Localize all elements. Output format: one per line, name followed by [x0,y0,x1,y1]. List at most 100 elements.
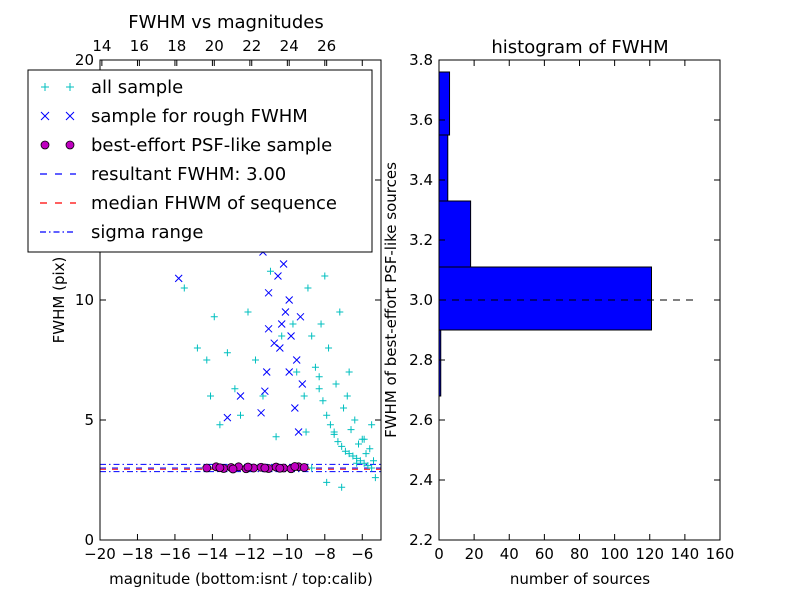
scatter-point [264,288,273,297]
histogram-y-tick-label: 3.2 [409,231,433,249]
scatter-point [334,438,342,446]
scatter-point [294,428,303,436]
scatter-point [353,459,361,467]
scatter-point [292,356,301,364]
scatter-point [290,462,300,471]
histogram-x-axis-label: number of sources [510,570,650,588]
scatter-top-axis-tick-label: 16 [130,37,149,55]
scatter-point [264,324,273,333]
scatter-point [330,428,338,436]
scatter-point [275,463,285,473]
scatter-point [277,320,286,328]
scatter-top-axis-tick-label: 20 [205,37,224,55]
histogram-bar [438,71,451,136]
scatter-point [257,408,265,417]
scatter-point [368,421,376,429]
scatter-point [340,404,348,412]
scatter-x-tick-label: −10 [272,545,304,563]
scatter-point [338,442,346,450]
scatter-legend: all sample sample for rough FWHM best-effo… [27,69,373,253]
scatter-point [203,356,211,364]
histogram-of-fwhm: 0 20 40 60 80 100 120 140 160 2.2 2.4 2.6 2.8 3.0 3.2 3… [382,37,734,588]
scatter-point [180,284,188,292]
scatter-point [279,260,288,268]
scatter-point [266,267,274,275]
scatter-point [325,344,333,352]
scatter-title: FWHM vs magnitudes [128,12,323,33]
scatter-point [336,308,344,316]
scatter-point [274,272,282,280]
scatter-point [228,464,238,474]
histogram-x-tick-label: 100 [600,545,629,563]
scatter-point [370,457,378,465]
histogram-data-area [438,71,694,397]
legend-entry: resultant FWHM: 3.00 [40,164,286,185]
scatter-point [290,404,299,412]
scatter-plot-fwhm-vs-magnitudes: −20−18−16−14−12−10−8−6051015201416182022… [27,12,382,588]
scatter-x-tick-label: −6 [351,545,373,563]
scatter-x-tick-label: −16 [159,545,191,563]
scatter-point [296,312,305,321]
legend-entry: sample for rough FWHM [40,106,308,127]
scatter-point [275,344,284,352]
legend-label: resultant FWHM: 3.00 [91,164,286,185]
scatter-top-axis-tick-label: 24 [280,37,299,55]
legend-marker [40,140,50,150]
scatter-point [300,392,308,400]
histogram-bar [438,266,653,331]
scatter-point [345,368,353,376]
scatter-point [321,272,329,280]
scatter-point [287,332,295,340]
histogram-y-tick-label: 3.6 [409,111,433,129]
scatter-point [174,274,183,283]
histogram-bar [438,134,449,202]
histogram-x-tick-label: 160 [706,545,735,563]
scatter-point [304,284,312,292]
scatter-point [299,463,309,472]
legend-marker [65,140,75,150]
scatter-point [349,452,357,460]
scatter-point [371,474,379,482]
legend-entry: best-effort PSF-like sample [40,135,332,156]
scatter-point [272,433,280,441]
scatter-top-axis-tick-label: 18 [167,37,186,55]
scatter-point [302,428,310,436]
legend-marker [66,83,74,91]
scatter-point [244,308,252,316]
scatter-x-tick-label: −14 [197,545,229,563]
scatter-point [311,363,319,371]
scatter-point [326,421,334,429]
scatter-point [251,356,259,364]
legend-label: median FHWM of sequence [91,193,337,214]
scatter-point [215,463,225,473]
scatter-point [285,296,294,304]
scatter-point [323,411,331,419]
histogram-x-tick-label: 140 [671,545,700,563]
scatter-point [289,320,297,328]
scatter-point [223,349,231,357]
histogram-bar [438,200,472,268]
scatter-point [317,320,325,328]
scatter-y-tick-label: 20 [75,51,94,69]
scatter-point [364,462,372,470]
legend-box [27,69,373,253]
scatter-point [293,368,301,376]
scatter-point [298,380,307,388]
scatter-point [231,385,239,393]
scatter-top-axis-tick-label: 14 [92,37,111,55]
histogram-x-tick-label: 20 [465,545,484,563]
scatter-point [319,397,327,405]
histogram-title: histogram of FWHM [491,37,668,58]
scatter-point [315,385,323,393]
scatter-point [278,332,286,340]
scatter-y-tick-label: 0 [84,531,94,549]
scatter-point [260,387,269,396]
histogram-x-tick-label: 60 [535,545,554,563]
scatter-x-tick-label: −8 [314,545,336,563]
scatter-top-axis-tick-label: 26 [317,37,336,55]
legend-label: all sample [91,77,183,98]
histogram-y-tick-label: 3.0 [409,291,433,309]
scatter-point [323,478,331,486]
scatter-y-axis-label: FWHM (pix) [50,257,68,344]
